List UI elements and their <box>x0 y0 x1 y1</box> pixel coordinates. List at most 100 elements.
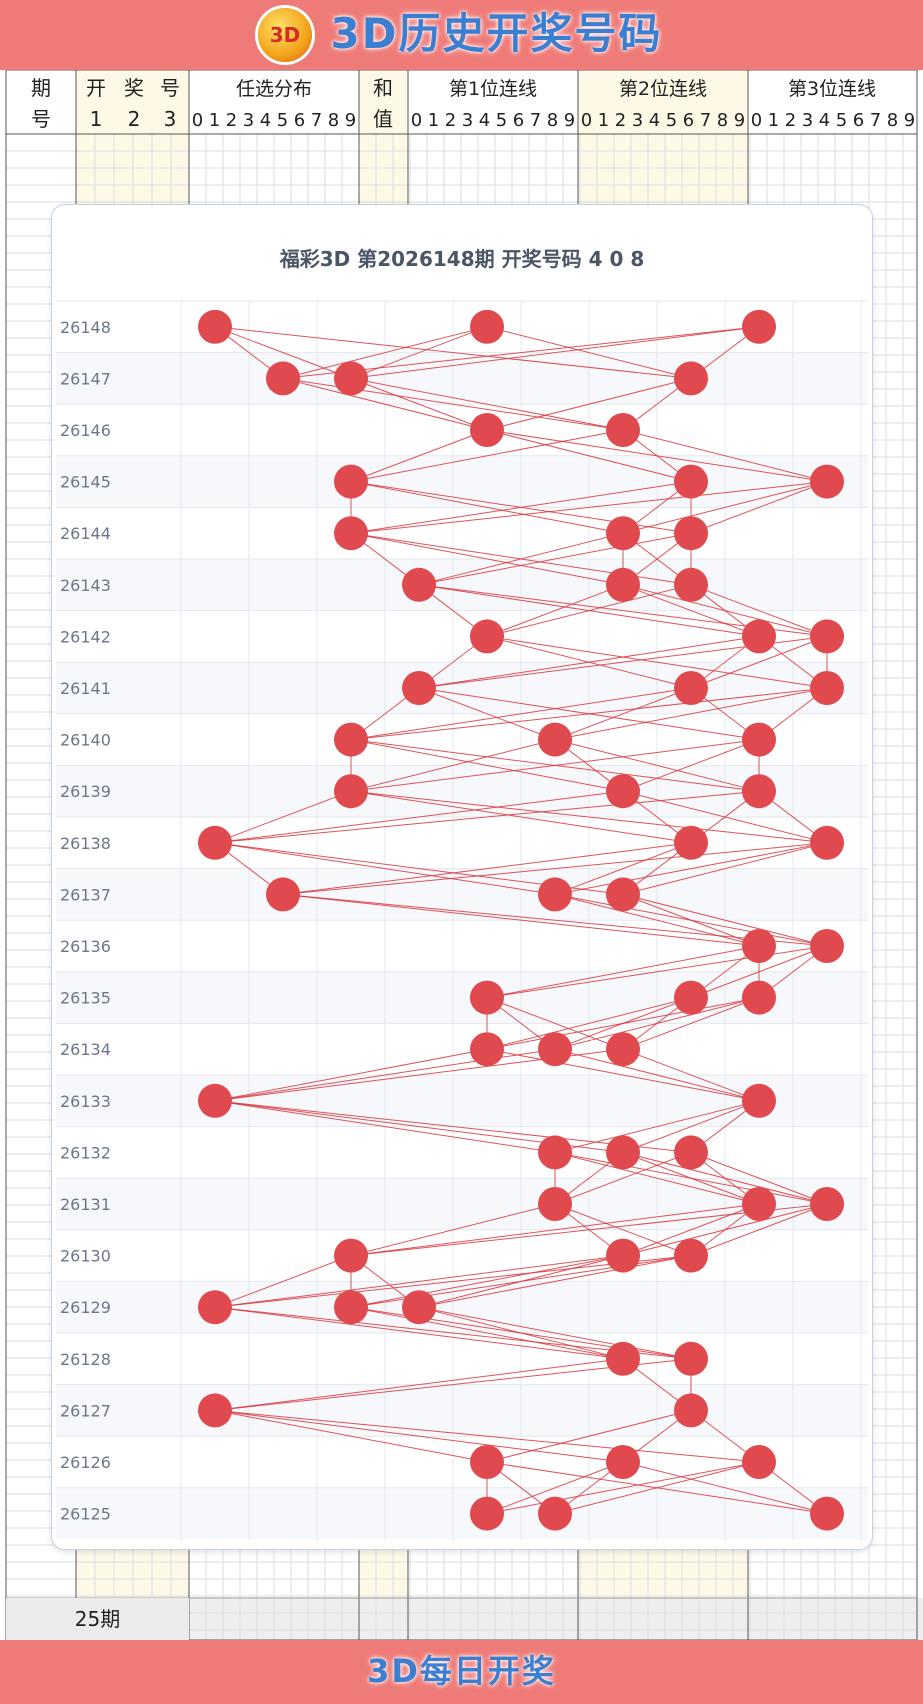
trend-line <box>350 429 488 483</box>
issue-label: 26148 <box>60 318 111 337</box>
issue-label: 26144 <box>60 524 111 543</box>
header-digit-3-7: 7 <box>870 110 881 131</box>
trend-line <box>690 945 828 999</box>
draw-marker <box>674 1238 708 1273</box>
header-digit-3-0: 0 <box>751 110 762 131</box>
draw-marker <box>606 1445 640 1479</box>
trend-line <box>350 790 828 844</box>
draw-marker <box>470 619 504 654</box>
draw-marker <box>810 929 844 963</box>
header-digit-2-9: 9 <box>734 110 745 131</box>
issue-label: 26138 <box>60 834 111 853</box>
trend-line <box>418 1306 692 1360</box>
header-pos2: 第2位连线 <box>619 78 707 100</box>
trend-line <box>554 1151 760 1205</box>
draw-marker <box>606 567 640 602</box>
row-stripe <box>56 662 868 714</box>
draw-marker <box>266 877 300 912</box>
trend-line <box>350 1203 760 1257</box>
trend-line <box>350 1203 556 1257</box>
draw-marker <box>198 825 232 860</box>
trend-line <box>622 584 760 637</box>
trend-line <box>350 481 692 534</box>
draw-marker <box>606 1135 640 1170</box>
trend-line <box>486 997 624 1050</box>
trend-line <box>214 1409 488 1463</box>
header-sum-bottom: 值 <box>373 107 393 131</box>
draw-marker <box>538 877 572 912</box>
draw-marker <box>606 516 640 551</box>
trend-line <box>214 790 760 844</box>
draw-marker <box>674 567 708 602</box>
footer-band <box>0 1640 923 1704</box>
draw-marker <box>674 1135 708 1170</box>
trend-line <box>214 1306 624 1360</box>
header-digit-2-2: 2 <box>615 110 626 131</box>
row-stripe <box>56 1023 868 1075</box>
row-stripe <box>56 1281 868 1333</box>
draw-marker <box>538 1032 572 1067</box>
row-stripe <box>56 1384 868 1437</box>
draw-marker <box>674 361 708 396</box>
draw-marker <box>334 1290 368 1325</box>
issue-label: 26141 <box>60 679 111 698</box>
draw-marker <box>674 516 708 551</box>
header-digit-1-7: 7 <box>530 110 541 131</box>
row-stripe <box>56 868 868 921</box>
header-digit-0-1: 1 <box>209 110 220 131</box>
draw-marker <box>810 464 844 499</box>
draw-marker <box>266 361 300 396</box>
trend-line <box>214 326 352 379</box>
draw-marker <box>742 722 776 757</box>
trend-line <box>622 1461 828 1515</box>
trend-line <box>214 326 692 379</box>
trend-line <box>554 687 828 741</box>
trend-line <box>486 326 692 379</box>
footer-slogan: 3D每日开奖 <box>367 1652 556 1690</box>
draw-marker <box>742 980 776 1015</box>
row-stripe <box>56 352 868 405</box>
draw-marker <box>334 774 368 809</box>
issue-label: 26134 <box>60 1040 111 1059</box>
chart-panel: 福彩3D 第2026148期 开奖号码 4 0 8 26148 26147 2614… <box>51 204 873 1550</box>
trend-line <box>214 1358 624 1411</box>
trend-line <box>486 1409 692 1463</box>
row-stripe <box>56 971 868 1024</box>
issue-label: 26127 <box>60 1401 111 1420</box>
trend-line <box>350 377 624 431</box>
draw-marker <box>334 464 368 499</box>
row-stripe <box>56 920 868 972</box>
draw-marker <box>810 671 844 705</box>
issue-label: 26131 <box>60 1195 111 1214</box>
draw-marker <box>334 722 368 757</box>
draw-marker <box>470 413 504 447</box>
draw-marker <box>810 1187 844 1221</box>
trend-line <box>486 997 760 1050</box>
trend-line <box>350 739 624 792</box>
trend-line <box>214 790 624 844</box>
header-digit-1-6: 6 <box>513 110 524 131</box>
trend-line <box>214 842 556 895</box>
trend-line <box>350 739 760 792</box>
header-digit-2-5: 5 <box>666 110 677 131</box>
draw-marker <box>742 619 776 654</box>
draw-marker <box>674 825 708 860</box>
trend-line <box>282 326 488 379</box>
trend-line <box>350 429 624 483</box>
issue-label: 26133 <box>60 1092 111 1111</box>
page-title: 3D历史开奖号码 <box>330 9 663 58</box>
trend-line <box>350 532 624 586</box>
issue-label: 26129 <box>60 1298 111 1317</box>
draw-marker <box>742 774 776 809</box>
trend-line <box>214 1255 352 1308</box>
draw-marker <box>606 1341 640 1376</box>
draw-marker <box>674 980 708 1015</box>
issue-label: 26136 <box>60 937 111 956</box>
trend-line <box>350 326 488 379</box>
header-draw-2: 奖 <box>124 76 144 100</box>
trend-line <box>622 429 828 483</box>
header-digit-2-6: 6 <box>683 110 694 131</box>
header-distribution: 任选分布 <box>236 78 312 100</box>
issue-label: 26130 <box>60 1247 111 1266</box>
draw-marker <box>402 671 436 705</box>
